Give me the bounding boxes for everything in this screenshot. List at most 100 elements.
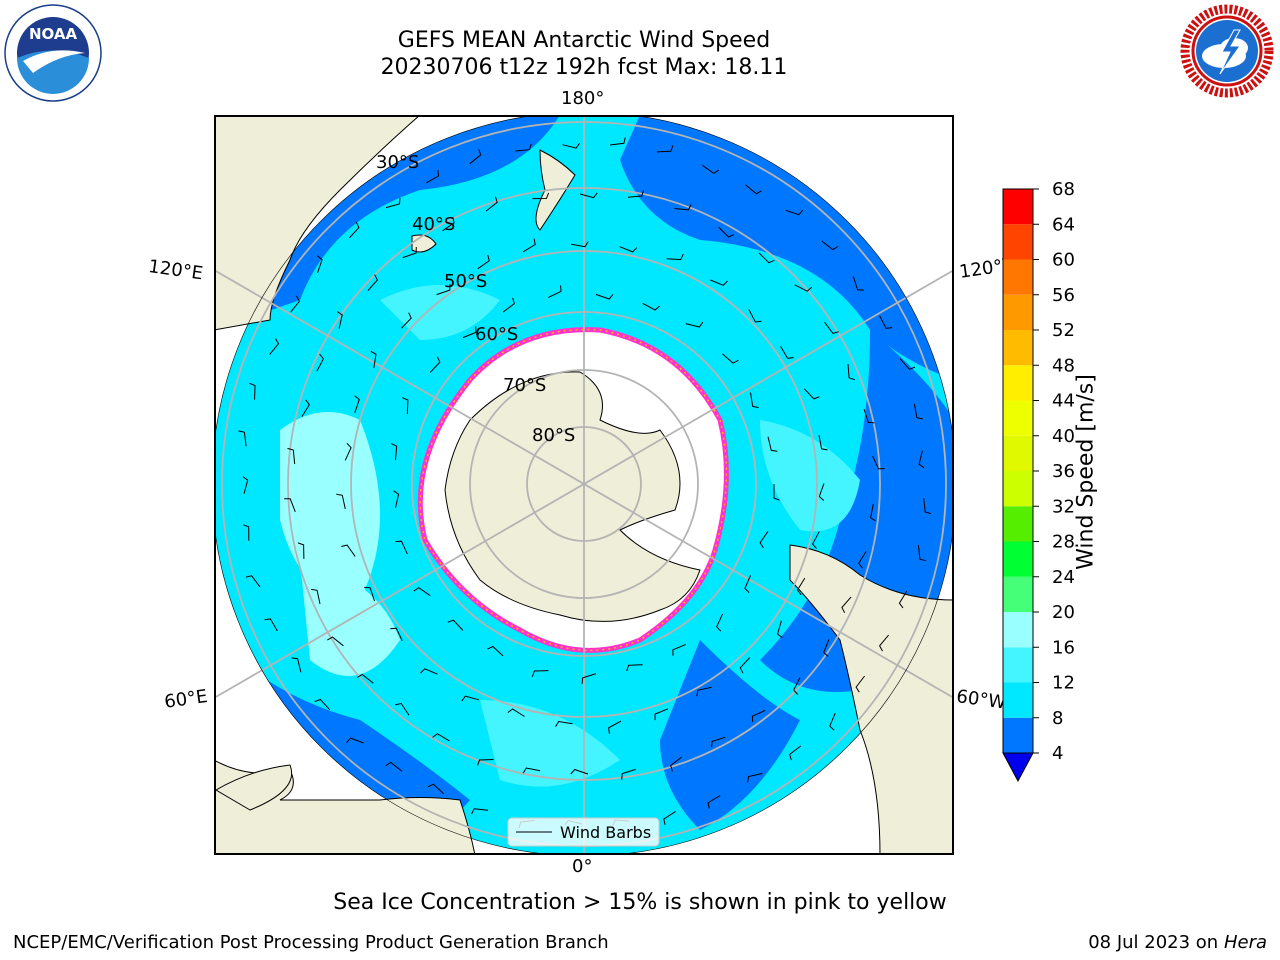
wind-barb [722, 353, 739, 364]
wind-barb [469, 149, 482, 165]
wind-barb [301, 399, 311, 417]
colorbar-bin [1003, 400, 1033, 436]
wind-barb [666, 253, 684, 261]
wind-barb [290, 295, 301, 313]
wind-barb [522, 767, 541, 774]
wind-barb [522, 238, 536, 253]
wind-barb [269, 338, 280, 355]
colorbar-bins [1003, 189, 1033, 753]
wind-zone-moderate [380, 285, 500, 340]
wind-barb [507, 708, 525, 717]
sea-ice-edge-yellow [419, 328, 728, 652]
lon-label-120e: 120°E [147, 256, 205, 285]
wind-barb [349, 221, 360, 239]
map-legend: Wind Barbs [507, 817, 660, 847]
wind-barb [710, 279, 728, 286]
wind-barb [502, 297, 515, 313]
wind-barb [432, 733, 450, 742]
wind-barb [852, 276, 864, 291]
wind-barb [608, 720, 622, 734]
wind-barb [393, 490, 400, 508]
wind-barb [284, 498, 296, 512]
colorbar-tick-label: 52 [1052, 320, 1075, 341]
polar-map: 30°S 40°S 50°S 60°S 70°S 80°S Wind Barbs [211, 111, 957, 857]
wind-barb [821, 240, 839, 251]
wind-barb [385, 761, 403, 772]
wind-barb [436, 284, 451, 296]
colorbar-bin [1003, 541, 1033, 577]
colorbar-bin [1003, 506, 1033, 542]
wind-barb [707, 795, 721, 809]
wind-barb [297, 542, 305, 559]
wind-zone-moderate [480, 700, 620, 787]
wind-barb [794, 284, 813, 292]
wind-barb [311, 588, 321, 605]
colorbar-bin [1003, 189, 1033, 225]
wind-barb [739, 657, 751, 674]
lat-label-40s: 40°S [412, 214, 455, 235]
wind-zone-moderate [280, 412, 380, 600]
wind-barb [750, 392, 759, 409]
wind-barb [872, 455, 885, 470]
wind-barb [759, 531, 769, 549]
colorbar-bin [1003, 435, 1033, 471]
wind-barb [336, 311, 343, 329]
wind-barb [570, 768, 589, 775]
wind-barb [917, 545, 926, 562]
wind-barb [531, 670, 549, 677]
map-frame [214, 115, 954, 855]
wind-barb [663, 810, 676, 826]
wind-barb [918, 450, 925, 469]
wind-barb [426, 169, 440, 184]
colorbar-tick-label: 44 [1052, 391, 1075, 412]
wind-barb [718, 226, 735, 238]
wind-barb [581, 673, 597, 684]
lat-label-50s: 50°S [444, 271, 487, 292]
colorbar-tick-label: 12 [1052, 673, 1075, 694]
wind-barb [238, 430, 247, 447]
colorbar-tick-label: 36 [1052, 461, 1075, 482]
wind-barb [571, 241, 589, 248]
wind-barb [249, 382, 256, 400]
lat-label-30s: 30°S [376, 152, 419, 173]
wind-barb [579, 192, 598, 199]
wind-barb [429, 356, 441, 373]
wind-barb [696, 686, 712, 697]
wind-barb [670, 756, 683, 772]
lat-label-80s: 80°S [532, 425, 575, 446]
wind-barb [461, 695, 480, 702]
wind-zone-moderate [300, 560, 400, 676]
lon-label-60e: 60°E [163, 685, 209, 713]
wind-barb [780, 346, 794, 359]
wind-barb [878, 634, 889, 652]
wind-barb [314, 698, 331, 711]
wind-barb [818, 483, 825, 501]
wind-barb [562, 143, 581, 149]
colorbar-bin [1003, 330, 1033, 366]
wind-barb [427, 783, 445, 795]
wind-barb [462, 326, 477, 339]
wind-barb [401, 312, 412, 329]
wind-barb [477, 254, 490, 270]
wind-barb [811, 531, 820, 549]
wind-barb [711, 736, 726, 748]
wind-barb [442, 216, 455, 232]
wind-barb [532, 192, 550, 200]
wind-barb [356, 673, 374, 684]
wind-barb [346, 737, 364, 744]
colorbar-tick-label: 48 [1052, 355, 1075, 376]
meridian-60e-120w [214, 269, 954, 699]
wind-barb [913, 403, 923, 420]
wind-barb [242, 524, 250, 541]
wind-barb [619, 246, 638, 253]
wind-barb [824, 321, 839, 334]
chart-subtitle: 20230706 t12z 192h fcst Max: 18.11 [380, 55, 788, 80]
colorbar-bin [1003, 471, 1033, 507]
wind-barb [672, 643, 686, 656]
wind-barb [751, 709, 766, 723]
map-svg: 30°S 40°S 50°S 60°S 70°S 80°S Wind Barbs [211, 111, 957, 857]
footer-right: 08 Jul 2023 on Hera [1088, 932, 1267, 953]
wind-barb [391, 443, 398, 461]
wind-barb [642, 302, 660, 311]
wind-barb [344, 442, 352, 461]
